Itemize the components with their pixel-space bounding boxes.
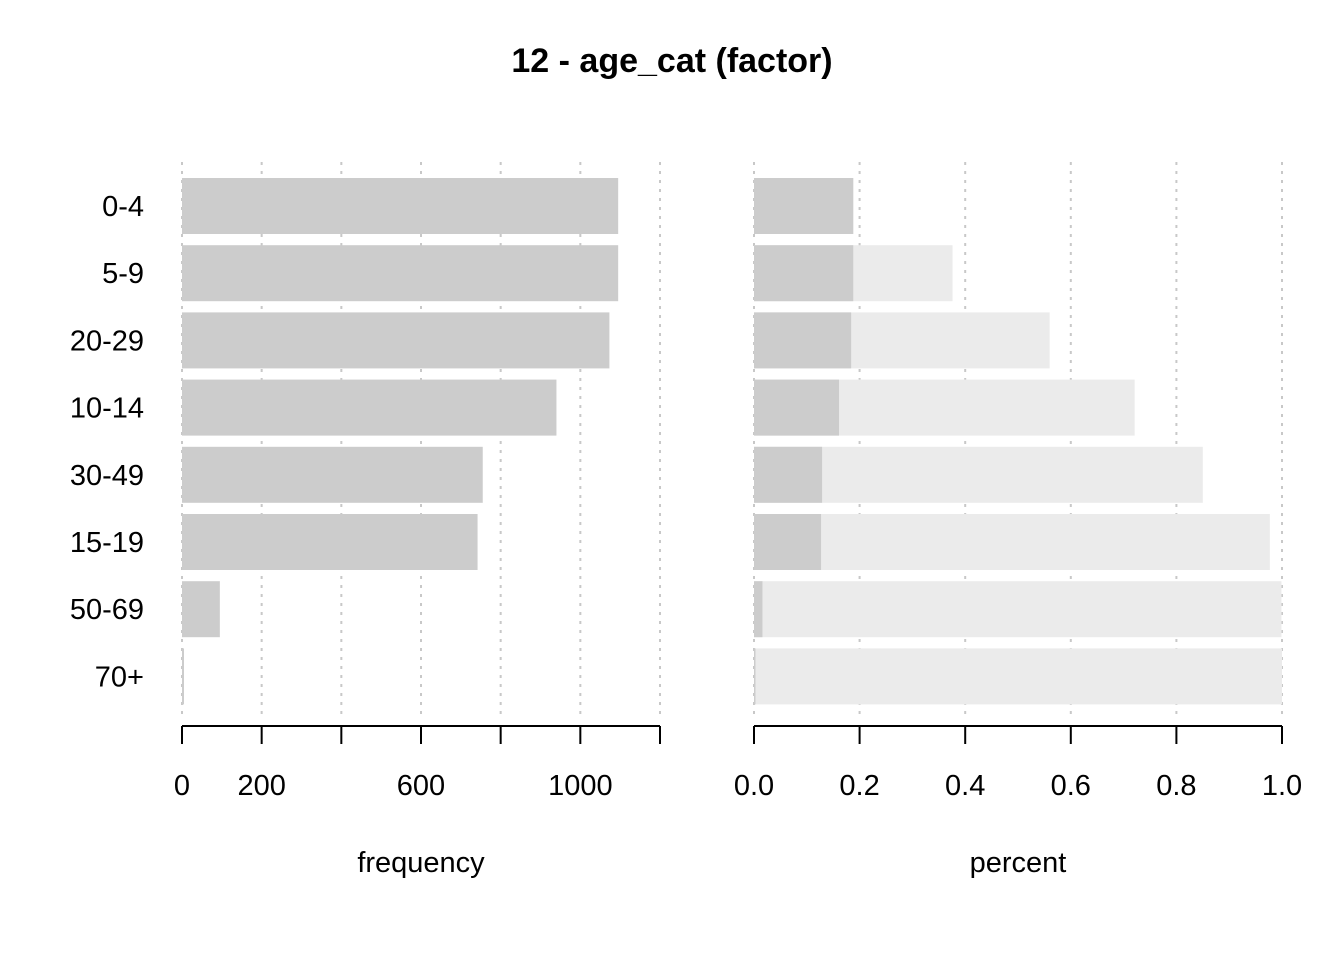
cumulative-bar-5: [754, 514, 1270, 570]
category-labels: 0-4 5-9 20-29 10-14 30-49 15-19 50-69 70+: [70, 191, 144, 693]
bar-6: [754, 581, 763, 638]
category-label-5: 15-19: [70, 527, 144, 559]
cumulative-bar-7: [754, 648, 1282, 705]
category-label-7: 70+: [95, 661, 144, 693]
category-label-1: 5-9: [102, 258, 144, 290]
bar-3: [182, 379, 557, 436]
category-label-3: 10-14: [70, 393, 144, 425]
bar-0: [182, 178, 619, 234]
bar-1: [754, 245, 854, 302]
bar-7: [754, 648, 756, 705]
percent-panel: 0.0 0.2 0.4 0.6 0.8 1.0 percent: [734, 162, 1302, 879]
bar-3: [754, 379, 840, 436]
category-label-0: 0-4: [102, 191, 144, 223]
category-label-6: 50-69: [70, 594, 144, 626]
x-tick-label-4: 0.8: [1156, 770, 1196, 802]
category-label-2: 20-29: [70, 325, 144, 357]
x-axis-title: percent: [970, 847, 1067, 879]
bar-4: [754, 446, 823, 503]
x-tick-label-2: 0.4: [945, 770, 985, 802]
bar-2: [182, 312, 610, 369]
frequency-panel: 0 200 600 1000 frequency: [174, 162, 661, 879]
x-axis-title: frequency: [357, 847, 485, 879]
x-tick-label-5: 1000: [548, 770, 613, 802]
bar-2: [754, 312, 852, 369]
x-tick-label-1: 200: [237, 770, 285, 802]
bar-5: [754, 514, 822, 570]
x-tick-label-0: 0.0: [734, 770, 774, 802]
bar-1: [182, 245, 619, 302]
bar-4: [182, 446, 483, 503]
cumulative-bar-6: [754, 581, 1282, 638]
cumulative-bar-4: [754, 446, 1203, 503]
x-tick-label-3: 0.6: [1051, 770, 1091, 802]
bar-7: [182, 648, 184, 705]
x-tick-label-5: 1.0: [1262, 770, 1302, 802]
bar-5: [182, 514, 478, 570]
x-tick-label-1: 0.2: [839, 770, 879, 802]
x-tick-label-3: 600: [397, 770, 445, 802]
x-tick-label-0: 0: [174, 770, 190, 802]
category-label-4: 30-49: [70, 460, 144, 492]
bar-0: [754, 178, 854, 234]
bar-6: [182, 581, 220, 638]
chart-title: 12 - age_cat (factor): [511, 42, 832, 80]
